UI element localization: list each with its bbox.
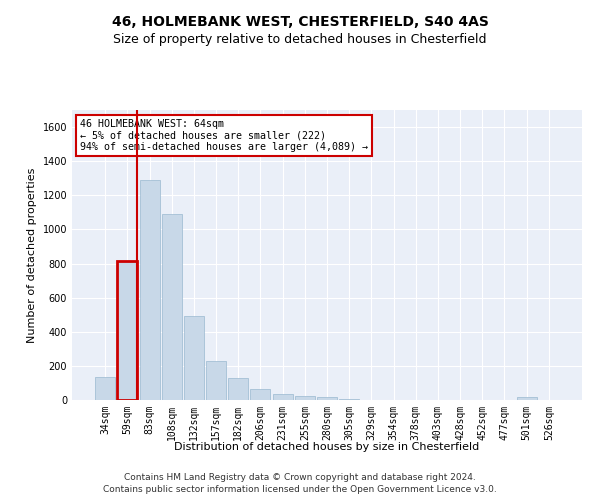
Text: Size of property relative to detached houses in Chesterfield: Size of property relative to detached ho… [113, 32, 487, 46]
Bar [317, 398, 337, 400]
Bar [140, 180, 160, 400]
Bar [206, 361, 226, 400]
Bar [184, 316, 204, 400]
Bar [295, 396, 315, 400]
Text: 46, HOLMEBANK WEST, CHESTERFIELD, S40 4AS: 46, HOLMEBANK WEST, CHESTERFIELD, S40 4A… [112, 15, 488, 29]
Bar [95, 377, 115, 400]
Bar [162, 214, 182, 400]
Text: Contains public sector information licensed under the Open Government Licence v3: Contains public sector information licen… [103, 485, 497, 494]
Y-axis label: Number of detached properties: Number of detached properties [27, 168, 37, 342]
Text: 46 HOLMEBANK WEST: 64sqm
← 5% of detached houses are smaller (222)
94% of semi-d: 46 HOLMEBANK WEST: 64sqm ← 5% of detache… [80, 118, 368, 152]
Bar [517, 398, 536, 400]
Bar [272, 394, 293, 400]
Bar [118, 261, 137, 400]
Bar [228, 378, 248, 400]
Bar [250, 389, 271, 400]
Bar [339, 399, 359, 400]
Text: Contains HM Land Registry data © Crown copyright and database right 2024.: Contains HM Land Registry data © Crown c… [124, 472, 476, 482]
Text: Distribution of detached houses by size in Chesterfield: Distribution of detached houses by size … [175, 442, 479, 452]
